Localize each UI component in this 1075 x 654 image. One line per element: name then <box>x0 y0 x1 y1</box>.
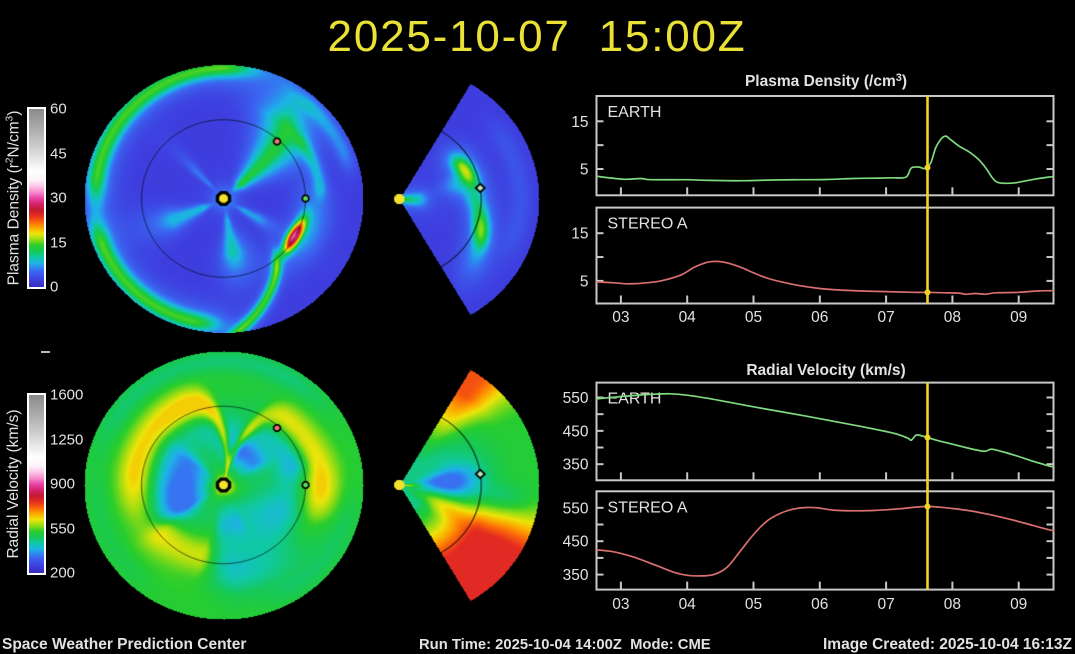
svg-text:04: 04 <box>679 596 697 613</box>
svg-text:03: 03 <box>612 596 629 613</box>
svg-text:5: 5 <box>580 162 589 179</box>
svg-text:09: 09 <box>1010 596 1027 613</box>
svg-text:03: 03 <box>612 309 629 326</box>
svg-text:05: 05 <box>745 309 762 326</box>
svg-text:15: 15 <box>571 226 588 243</box>
svg-text:550: 550 <box>563 500 589 517</box>
svg-text:05: 05 <box>745 596 762 613</box>
svg-text:EARTH: EARTH <box>608 391 662 408</box>
svg-text:06: 06 <box>811 596 828 613</box>
svg-text:15: 15 <box>571 114 588 131</box>
svg-text:08: 08 <box>944 596 961 613</box>
svg-text:450: 450 <box>563 423 589 440</box>
svg-text:08: 08 <box>944 309 961 326</box>
svg-text:STEREO A: STEREO A <box>608 499 688 516</box>
svg-text:09: 09 <box>1010 309 1027 326</box>
svg-text:450: 450 <box>563 534 589 551</box>
svg-text:5: 5 <box>580 273 589 290</box>
svg-text:Plasma Density (/cm3): Plasma Density (/cm3) <box>745 72 907 90</box>
svg-text:350: 350 <box>563 457 589 474</box>
svg-text:STEREO A: STEREO A <box>608 216 688 233</box>
svg-text:350: 350 <box>563 567 589 584</box>
svg-text:07: 07 <box>877 309 894 326</box>
svg-text:06: 06 <box>811 309 828 326</box>
svg-text:550: 550 <box>563 390 589 407</box>
svg-text:EARTH: EARTH <box>608 104 662 121</box>
svg-text:07: 07 <box>877 596 894 613</box>
svg-text:Radial Velocity (km/s): Radial Velocity (km/s) <box>746 362 905 379</box>
svg-text:04: 04 <box>679 309 697 326</box>
